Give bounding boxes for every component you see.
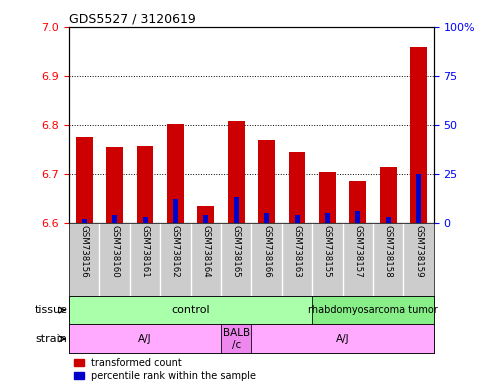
Text: strain: strain bbox=[35, 334, 68, 344]
Bar bbox=[312, 296, 434, 324]
Bar bbox=[112, 215, 117, 223]
Text: rhabdomyosarcoma tumor: rhabdomyosarcoma tumor bbox=[308, 305, 438, 315]
Text: GSM738156: GSM738156 bbox=[80, 225, 89, 278]
Text: tissue: tissue bbox=[35, 305, 68, 315]
Text: GSM738157: GSM738157 bbox=[353, 225, 362, 278]
Bar bbox=[198, 205, 214, 223]
Text: BALB
/c: BALB /c bbox=[223, 328, 250, 350]
Bar bbox=[251, 324, 434, 353]
Legend: transformed count, percentile rank within the sample: transformed count, percentile rank withi… bbox=[74, 358, 256, 381]
Bar bbox=[319, 172, 336, 223]
Bar bbox=[203, 215, 209, 223]
Bar bbox=[167, 124, 184, 223]
Text: GSM738160: GSM738160 bbox=[110, 225, 119, 278]
Bar bbox=[69, 324, 221, 353]
Bar bbox=[234, 197, 239, 223]
Text: GDS5527 / 3120619: GDS5527 / 3120619 bbox=[69, 13, 196, 26]
Bar bbox=[410, 48, 427, 223]
Text: A/J: A/J bbox=[336, 334, 350, 344]
Bar bbox=[106, 147, 123, 223]
Bar bbox=[264, 213, 269, 223]
Bar bbox=[69, 296, 312, 324]
Bar bbox=[228, 121, 245, 223]
Bar bbox=[350, 181, 366, 223]
Text: GSM738159: GSM738159 bbox=[414, 225, 423, 278]
Text: GSM738166: GSM738166 bbox=[262, 225, 271, 278]
Text: GSM738158: GSM738158 bbox=[384, 225, 393, 278]
Bar bbox=[289, 152, 305, 223]
Bar bbox=[76, 137, 93, 223]
Bar bbox=[221, 324, 251, 353]
Text: A/J: A/J bbox=[138, 334, 152, 344]
Text: GSM738155: GSM738155 bbox=[323, 225, 332, 278]
Bar bbox=[355, 211, 360, 223]
Bar bbox=[82, 219, 87, 223]
Text: GSM738163: GSM738163 bbox=[292, 225, 302, 278]
Bar bbox=[380, 167, 396, 223]
Text: GSM738162: GSM738162 bbox=[171, 225, 180, 278]
Text: GSM738161: GSM738161 bbox=[141, 225, 149, 278]
Bar bbox=[325, 213, 330, 223]
Text: control: control bbox=[171, 305, 210, 315]
Bar bbox=[142, 217, 147, 223]
Bar bbox=[416, 174, 421, 223]
Bar bbox=[258, 141, 275, 223]
Bar bbox=[386, 217, 391, 223]
Text: GSM738164: GSM738164 bbox=[201, 225, 211, 278]
Bar bbox=[294, 215, 300, 223]
Bar bbox=[137, 146, 153, 223]
Text: GSM738165: GSM738165 bbox=[232, 225, 241, 278]
Bar bbox=[173, 199, 178, 223]
